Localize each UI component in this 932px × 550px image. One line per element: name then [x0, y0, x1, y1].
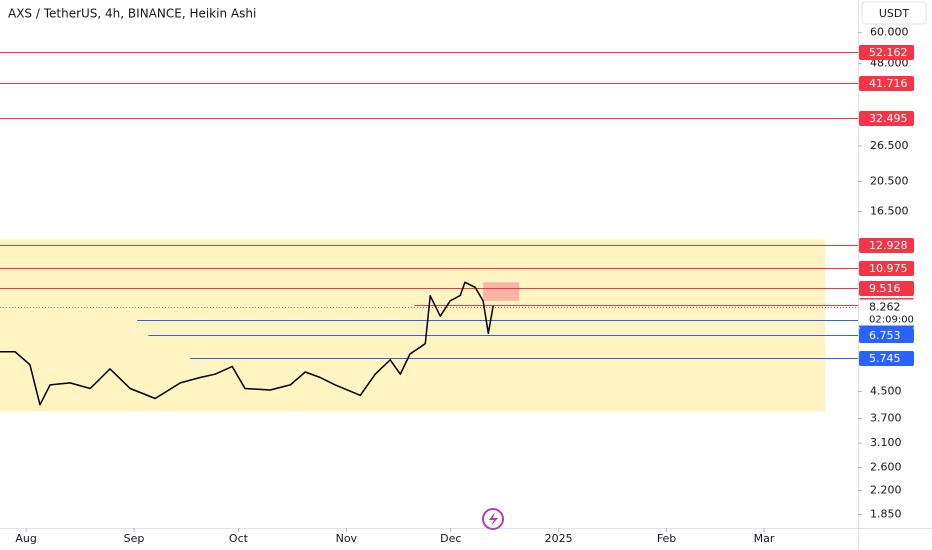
level-badge	[859, 111, 914, 126]
x-tick-label: Sep	[124, 532, 145, 545]
level-badge	[859, 45, 914, 60]
y-tick-label: 3.700	[870, 412, 902, 425]
y-tick-label: 2.600	[870, 461, 902, 474]
y-tick-label: 60.000	[870, 26, 909, 39]
zone	[0, 239, 826, 412]
level-label: 32.495	[869, 112, 908, 125]
x-tick-label: 2025	[545, 532, 573, 545]
level-badge	[859, 328, 914, 343]
level-label: 41.716	[869, 77, 908, 90]
y-tick-label: 2.200	[870, 484, 902, 497]
chart-title: AXS / TetherUS, 4h, BINANCE, Heikin Ashi	[8, 7, 256, 21]
y-tick-label: 1.850	[870, 508, 902, 521]
y-tick-label: 3.100	[870, 436, 902, 449]
level-badge	[859, 351, 914, 366]
y-tick-label: 16.500	[870, 205, 909, 218]
level-label: 12.928	[869, 239, 908, 252]
x-tick-label: Mar	[754, 532, 775, 545]
level-badge	[859, 261, 914, 276]
current-price-label: 8.262	[869, 301, 901, 314]
currency-button[interactable]	[861, 1, 927, 25]
level-label: 52.162	[869, 46, 908, 59]
x-tick-label: Feb	[657, 532, 676, 545]
currency-label[interactable]: USDT	[879, 7, 910, 20]
level-label: 10.975	[869, 262, 908, 275]
zone	[483, 282, 520, 301]
level-label: 5.745	[869, 352, 901, 365]
logo	[482, 508, 504, 530]
y-tick-label: 4.500	[870, 385, 902, 398]
x-tick-label: Aug	[15, 532, 36, 545]
plot	[0, 52, 858, 412]
level-badge	[859, 238, 914, 253]
level-badge	[859, 281, 914, 296]
x-tick-label: Oct	[229, 532, 249, 545]
level-label: 6.753	[869, 329, 901, 342]
x-tick-label: Nov	[336, 532, 358, 545]
price-line	[0, 281, 494, 406]
current-price-badge	[859, 299, 931, 326]
level-badge	[859, 76, 914, 91]
countdown: 02:09:00	[869, 315, 914, 326]
y-tick-label: 26.500	[870, 139, 909, 152]
x-tick-label: Dec	[440, 532, 461, 545]
y-tick-label: 20.500	[870, 174, 909, 187]
level-label: 9.516	[869, 282, 901, 295]
